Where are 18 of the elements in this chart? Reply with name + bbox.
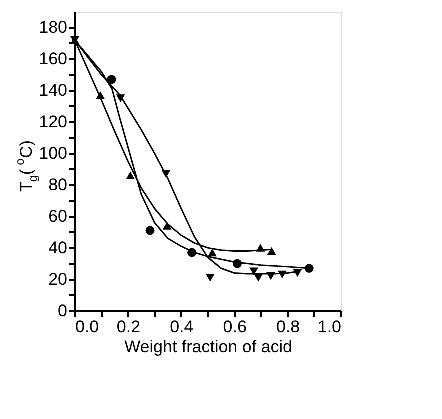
x-tick-label: 1.0 [318,318,342,336]
x-axis-title: Weight fraction of acid [124,338,292,356]
y-tick-label: 60 [48,207,68,226]
x-tick-label: 0.8 [276,318,300,336]
y-tick-label: 80 [48,176,68,195]
y-tick-label: 100 [39,144,68,164]
x-tick-label: 0.6 [223,318,247,336]
x-tick-label: 0.4 [170,318,194,336]
y-tick-label: 120 [39,112,68,132]
y-tick-label: 180 [39,18,68,38]
x-tick-label: 0.0 [76,318,100,336]
y-axis-title: Tg(oC) [13,140,40,192]
y-tick-label: 160 [39,50,68,69]
y-tick-label: 40 [48,238,68,258]
y-tick-label: 140 [39,81,68,100]
y-tick-label: 0 [58,302,68,320]
x-tick-label: 0.2 [116,318,141,336]
y-tick-label: 20 [48,270,68,290]
